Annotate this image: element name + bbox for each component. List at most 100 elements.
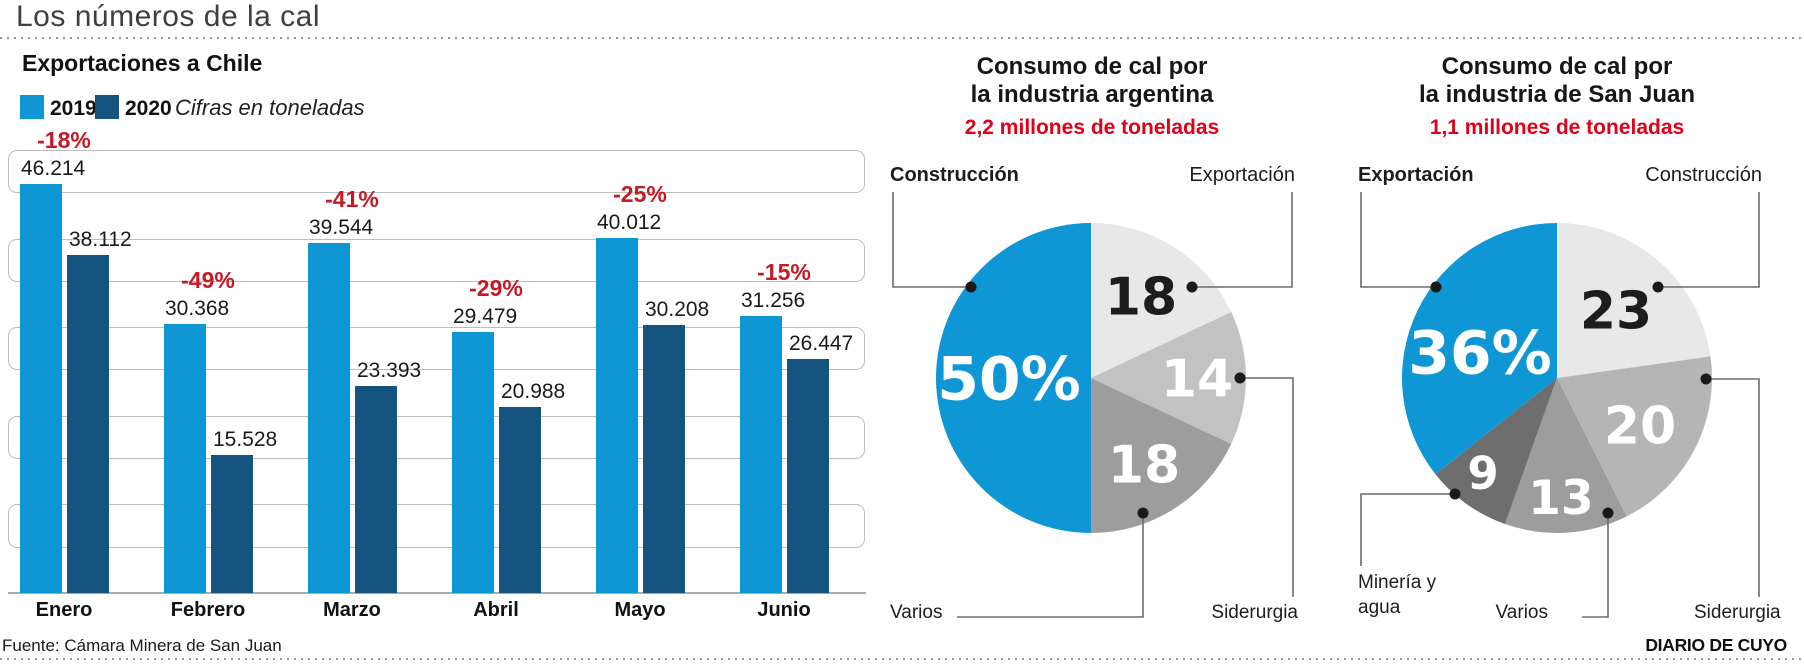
leader-dot: [1602, 507, 1614, 519]
month-label-enero: Enero: [35, 599, 93, 621]
legend-label-2020: 2020: [125, 97, 172, 120]
leader-line: [1360, 493, 1455, 566]
slice-value-varios: 13: [1528, 471, 1593, 526]
slice-value-construccion: 23: [1580, 282, 1652, 342]
callout-construccion-sj: Construcción: [1645, 164, 1762, 186]
value-label-2019: 39.544: [309, 215, 374, 239]
leader-dot: [1234, 372, 1246, 384]
month-label-mayo: Mayo: [614, 599, 666, 621]
leader-line: [1360, 192, 1436, 288]
slice-value-construccion: 50%: [937, 345, 1081, 415]
month-label-febrero: Febrero: [170, 599, 246, 621]
value-label-2019: 40.012: [597, 211, 662, 235]
gridline-band: [8, 150, 865, 194]
month-label-junio: Junio: [757, 599, 811, 621]
leader-dot: [1652, 281, 1664, 293]
pie-slice-varios: [1505, 378, 1627, 533]
bar-2020-junio: [787, 358, 829, 593]
pie-slice-mineria-y-agua: [1435, 378, 1557, 524]
bar-2020-marzo: [355, 385, 397, 593]
callout-exportacion-ar: Exportación: [1189, 164, 1295, 186]
leader-line: [1582, 513, 1609, 618]
callout-varios-ar: Varios: [890, 602, 943, 623]
leader-line: [1706, 378, 1760, 597]
value-label-2020: 23.393: [357, 358, 422, 382]
x-axis-baseline: [8, 592, 866, 594]
bar-2020-febrero: [211, 455, 253, 593]
value-label-2019: 29.479: [453, 304, 518, 328]
leader-line: [1658, 192, 1760, 288]
value-label-2020: 20.988: [501, 380, 566, 404]
callout-siderurgia-ar: Siderurgia: [1211, 602, 1298, 623]
bar-2019-febrero: [164, 323, 206, 593]
pie-slice-construccion: [936, 223, 1091, 533]
legend-swatch-2019: [20, 95, 44, 119]
slice-value-exportacion: 18: [1105, 268, 1177, 328]
pct-change-label: -18%: [37, 126, 91, 153]
pie-slice-siderurgia: [1557, 356, 1713, 517]
value-label-2019: 46.214: [21, 156, 86, 180]
pie-slice-construccion: [1557, 223, 1711, 378]
leader-line: [1192, 192, 1293, 288]
bar-2019-junio: [740, 316, 782, 593]
callout-construccion-ar: Construcción: [890, 164, 1019, 186]
callout-exportacion-sj: Exportación: [1358, 164, 1474, 186]
callout-varios-sj: Varios: [1495, 602, 1548, 623]
leader-dot: [1186, 281, 1198, 293]
pie-slice-exportacion: [1091, 223, 1232, 378]
callout-siderurgia-sj: Siderurgia: [1694, 602, 1781, 623]
bar-2020-enero: [67, 255, 109, 593]
leader-dot: [1430, 281, 1442, 293]
units-note: Cifras en toneladas: [175, 95, 365, 120]
bar-2019-abril: [452, 331, 494, 593]
slice-value-varios: 18: [1108, 436, 1180, 496]
gridline-band: [8, 327, 865, 371]
callout-mineria-sj: Minería y agua: [1358, 572, 1437, 618]
pie-argentina-title-line1: Consumo de cal por: [976, 53, 1208, 80]
gridline-band: [8, 238, 865, 282]
value-label-2020: 26.447: [789, 331, 854, 355]
slice-value-siderurgia: 20: [1604, 397, 1676, 457]
gridline-band: [8, 504, 865, 548]
page-title: Los números de la cal: [16, 0, 320, 33]
pie-argentina-title-line2: la industria argentina: [970, 81, 1214, 108]
pct-change-label: -29%: [469, 274, 523, 301]
month-label-marzo: Marzo: [323, 599, 381, 621]
legend-swatch-2020: [95, 95, 119, 119]
month-label-abril: Abril: [473, 599, 519, 621]
pie-slice-varios: [1091, 378, 1232, 533]
leader-line: [957, 513, 1144, 618]
pie-slice-siderurgia: [1091, 312, 1246, 444]
pie-argentina-subtitle: 2,2 millones de toneladas: [964, 116, 1220, 139]
slice-value-exportacion: 36%: [1408, 319, 1552, 389]
bar-2019-marzo: [308, 242, 350, 593]
legend-label-2019: 2019: [50, 97, 97, 120]
pie-sanjuan-subtitle: 1,1 millones de toneladas: [1429, 116, 1685, 139]
bar-2019-enero: [20, 183, 62, 593]
value-label-2019: 30.368: [165, 296, 230, 320]
pie-sanjuan-title-line1: Consumo de cal por: [1441, 53, 1673, 80]
pct-change-label: -15%: [757, 259, 811, 286]
pct-change-label: -25%: [613, 181, 667, 208]
bar-2020-abril: [499, 407, 541, 593]
bottom-dotted-rule: [0, 658, 1804, 660]
pct-change-label: -49%: [181, 266, 235, 293]
value-label-2019: 31.256: [741, 289, 806, 313]
leader-dot: [1449, 488, 1461, 500]
pct-change-label: -41%: [325, 185, 379, 212]
slice-value-siderurgia: 14: [1161, 350, 1233, 410]
bar-2019-mayo: [596, 238, 638, 593]
credit: DIARIO DE CUYO: [1645, 635, 1787, 655]
leader-dot: [1700, 373, 1712, 385]
pie-sanjuan-title-line2: la industria de San Juan: [1418, 81, 1696, 108]
leader-line: [892, 192, 971, 288]
leader-dot: [1137, 507, 1149, 519]
source-note: Fuente: Cámara Minera de San Juan: [2, 636, 282, 655]
top-dotted-rule: [0, 37, 1804, 39]
leader-line: [1240, 377, 1294, 597]
bar-chart-title: Exportaciones a Chile: [22, 50, 263, 76]
value-label-2020: 38.112: [69, 228, 132, 252]
slice-value-mineria-y-agua: 9: [1467, 447, 1498, 500]
